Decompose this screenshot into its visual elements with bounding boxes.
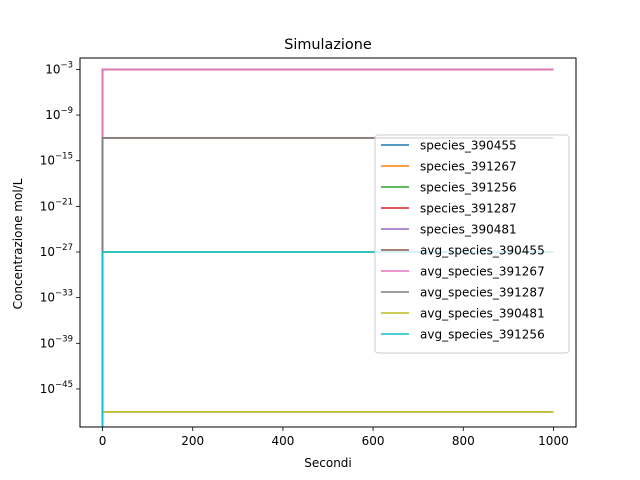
legend: species_390455 species_391267 species_3912… [374,134,570,354]
plot-frame [79,57,577,428]
legend-label: avg_species_391256 [420,328,545,342]
legend-label: species_391267 [420,160,517,174]
legend-box [374,134,570,354]
x-tick-label: 800 [452,434,475,448]
y-tick-label: 10−3 [45,60,73,76]
x-axis-title: Secondi [304,456,352,470]
axes-layer: 0 200 400 600 800 1000 10−45 10−39 10−33 10−27 10−… [40,57,577,448]
y-axis-title: Concentrazione mol/L [11,178,25,309]
legend-label: species_391287 [420,202,517,216]
legend-label: avg_species_390481 [420,307,545,321]
legend-label: avg_species_391287 [420,286,545,300]
y-tick-label: 10−45 [40,380,73,396]
legend-label: species_390455 [420,139,517,153]
y-tick-label: 10−27 [40,243,73,259]
y-tick-label: 10−9 [45,106,73,122]
legend-label: species_391256 [420,181,517,195]
x-tick-label: 600 [362,434,385,448]
legend-label: avg_species_390455 [420,244,545,258]
y-tick-label: 10−21 [40,197,73,213]
x-tick-label: 400 [271,434,294,448]
legend-label: species_390481 [420,223,517,237]
x-tick-label: 1000 [538,434,569,448]
y-tick-label: 10−33 [40,289,73,305]
x-tick-label: 0 [99,434,107,448]
chart-title: Simulazione [284,37,372,53]
legend-label: avg_species_391267 [420,265,545,279]
y-tick-label: 10−39 [40,334,73,350]
y-tick-label: 10−15 [40,152,73,168]
x-tick-label: 200 [181,434,204,448]
